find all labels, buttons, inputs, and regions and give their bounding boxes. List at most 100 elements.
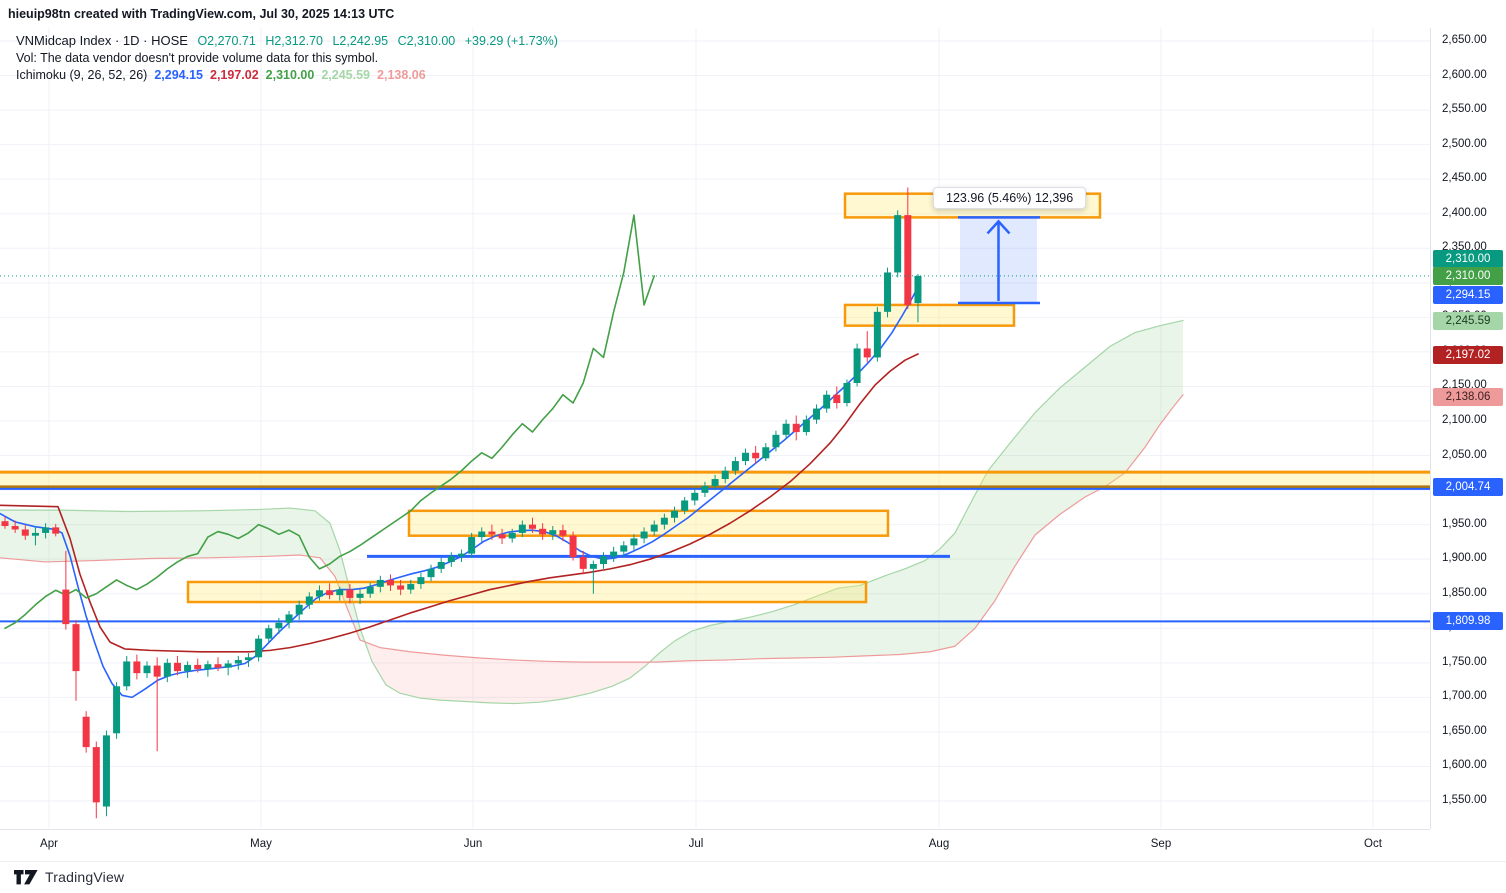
- candle[interactable]: [42, 527, 50, 533]
- candle[interactable]: [589, 564, 597, 569]
- candle[interactable]: [102, 735, 110, 807]
- candle[interactable]: [488, 531, 496, 535]
- candle[interactable]: [113, 686, 121, 734]
- candle[interactable]: [133, 661, 141, 674]
- candle[interactable]: [275, 622, 283, 629]
- price-axis[interactable]: 2,650.00 2,600.00 2,550.00 2,500.00 2,450.00…: [1430, 28, 1506, 829]
- legend-symbol-row[interactable]: VNMidcap Index · 1D · HOSE O2,270.71 H2,…: [16, 33, 558, 50]
- candle[interactable]: [305, 596, 313, 605]
- candle[interactable]: [184, 664, 192, 672]
- candle[interactable]: [285, 614, 293, 623]
- candle[interactable]: [295, 604, 303, 615]
- candle[interactable]: [21, 529, 29, 536]
- candle[interactable]: [52, 527, 60, 534]
- candle[interactable]: [72, 624, 80, 672]
- candle[interactable]: [630, 538, 638, 546]
- candle[interactable]: [315, 590, 323, 597]
- candle[interactable]: [752, 452, 760, 459]
- candle[interactable]: [539, 528, 547, 535]
- candle[interactable]: [11, 526, 19, 530]
- candle[interactable]: [356, 593, 364, 598]
- candle[interactable]: [843, 383, 851, 404]
- ichimoku-label[interactable]: Ichimoku (9, 26, 52, 26): [16, 68, 148, 82]
- candle[interactable]: [244, 657, 252, 661]
- candle[interactable]: [792, 423, 800, 433]
- candle[interactable]: [681, 500, 689, 511]
- candle[interactable]: [255, 638, 263, 658]
- time-axis[interactable]: Apr May Jun Jul Aug Sep Oct: [0, 829, 1430, 862]
- candle[interactable]: [884, 272, 892, 312]
- candle[interactable]: [123, 661, 131, 687]
- candle[interactable]: [823, 394, 831, 409]
- candle[interactable]: [234, 660, 242, 664]
- candle[interactable]: [214, 664, 222, 668]
- candles[interactable]: [1, 187, 922, 819]
- candle[interactable]: [366, 586, 374, 594]
- candle[interactable]: [457, 553, 465, 557]
- candle[interactable]: [671, 510, 679, 518]
- candle[interactable]: [873, 311, 881, 358]
- candle[interactable]: [518, 524, 526, 533]
- candle[interactable]: [153, 665, 161, 677]
- support-zone-2250[interactable]: [843, 303, 1016, 327]
- candle[interactable]: [782, 423, 790, 435]
- candle[interactable]: [468, 537, 476, 554]
- candle[interactable]: [417, 577, 425, 585]
- candle[interactable]: [802, 419, 810, 433]
- candle[interactable]: [711, 479, 719, 486]
- candle[interactable]: [82, 716, 90, 748]
- candle[interactable]: [833, 394, 841, 404]
- candle[interactable]: [731, 461, 739, 471]
- candle[interactable]: [569, 535, 577, 558]
- candle[interactable]: [336, 589, 344, 596]
- candle[interactable]: [62, 589, 70, 625]
- candle[interactable]: [407, 584, 415, 590]
- symbol-title[interactable]: VNMidcap Index · 1D · HOSE: [16, 33, 188, 48]
- candle[interactable]: [194, 664, 202, 670]
- candle[interactable]: [813, 408, 821, 420]
- candle[interactable]: [376, 579, 384, 587]
- candle[interactable]: [762, 447, 770, 459]
- candle[interactable]: [742, 452, 750, 462]
- candle[interactable]: [508, 532, 516, 539]
- candle[interactable]: [447, 556, 455, 562]
- candle[interactable]: [863, 348, 871, 358]
- chart-canvas[interactable]: [0, 0, 1430, 861]
- candle[interactable]: [346, 589, 354, 598]
- candle[interactable]: [528, 524, 536, 529]
- candle[interactable]: [386, 579, 394, 586]
- candle[interactable]: [894, 215, 902, 273]
- candle[interactable]: [772, 434, 780, 448]
- candle[interactable]: [224, 663, 232, 668]
- candle[interactable]: [853, 348, 861, 383]
- candle[interactable]: [478, 531, 486, 538]
- measure-tool[interactable]: [958, 216, 1040, 305]
- candle[interactable]: [31, 532, 39, 536]
- candle[interactable]: [143, 665, 151, 674]
- candle[interactable]: [427, 568, 435, 578]
- ichimoku-legend-row[interactable]: Ichimoku (9, 26, 52, 26) 2,294.15 2,197.02…: [16, 67, 558, 84]
- candle[interactable]: [660, 517, 668, 525]
- candle[interactable]: [204, 664, 212, 670]
- candle[interactable]: [610, 551, 618, 557]
- candle[interactable]: [549, 530, 557, 535]
- candle[interactable]: [265, 628, 273, 639]
- candle[interactable]: [904, 215, 912, 305]
- candle[interactable]: [1, 521, 9, 527]
- candle[interactable]: [173, 662, 181, 672]
- tradingview-logo[interactable]: TradingView: [14, 869, 124, 885]
- candle[interactable]: [498, 534, 506, 539]
- candle[interactable]: [691, 492, 699, 501]
- candle[interactable]: [163, 662, 171, 677]
- candle[interactable]: [437, 561, 445, 569]
- candle[interactable]: [914, 275, 922, 304]
- candle[interactable]: [701, 485, 709, 493]
- candle[interactable]: [326, 590, 334, 596]
- candle[interactable]: [559, 530, 567, 536]
- candle[interactable]: [579, 557, 587, 569]
- candle[interactable]: [640, 531, 648, 539]
- candle[interactable]: [650, 524, 658, 532]
- candle[interactable]: [620, 545, 628, 552]
- candle[interactable]: [721, 470, 729, 480]
- candle[interactable]: [599, 556, 607, 565]
